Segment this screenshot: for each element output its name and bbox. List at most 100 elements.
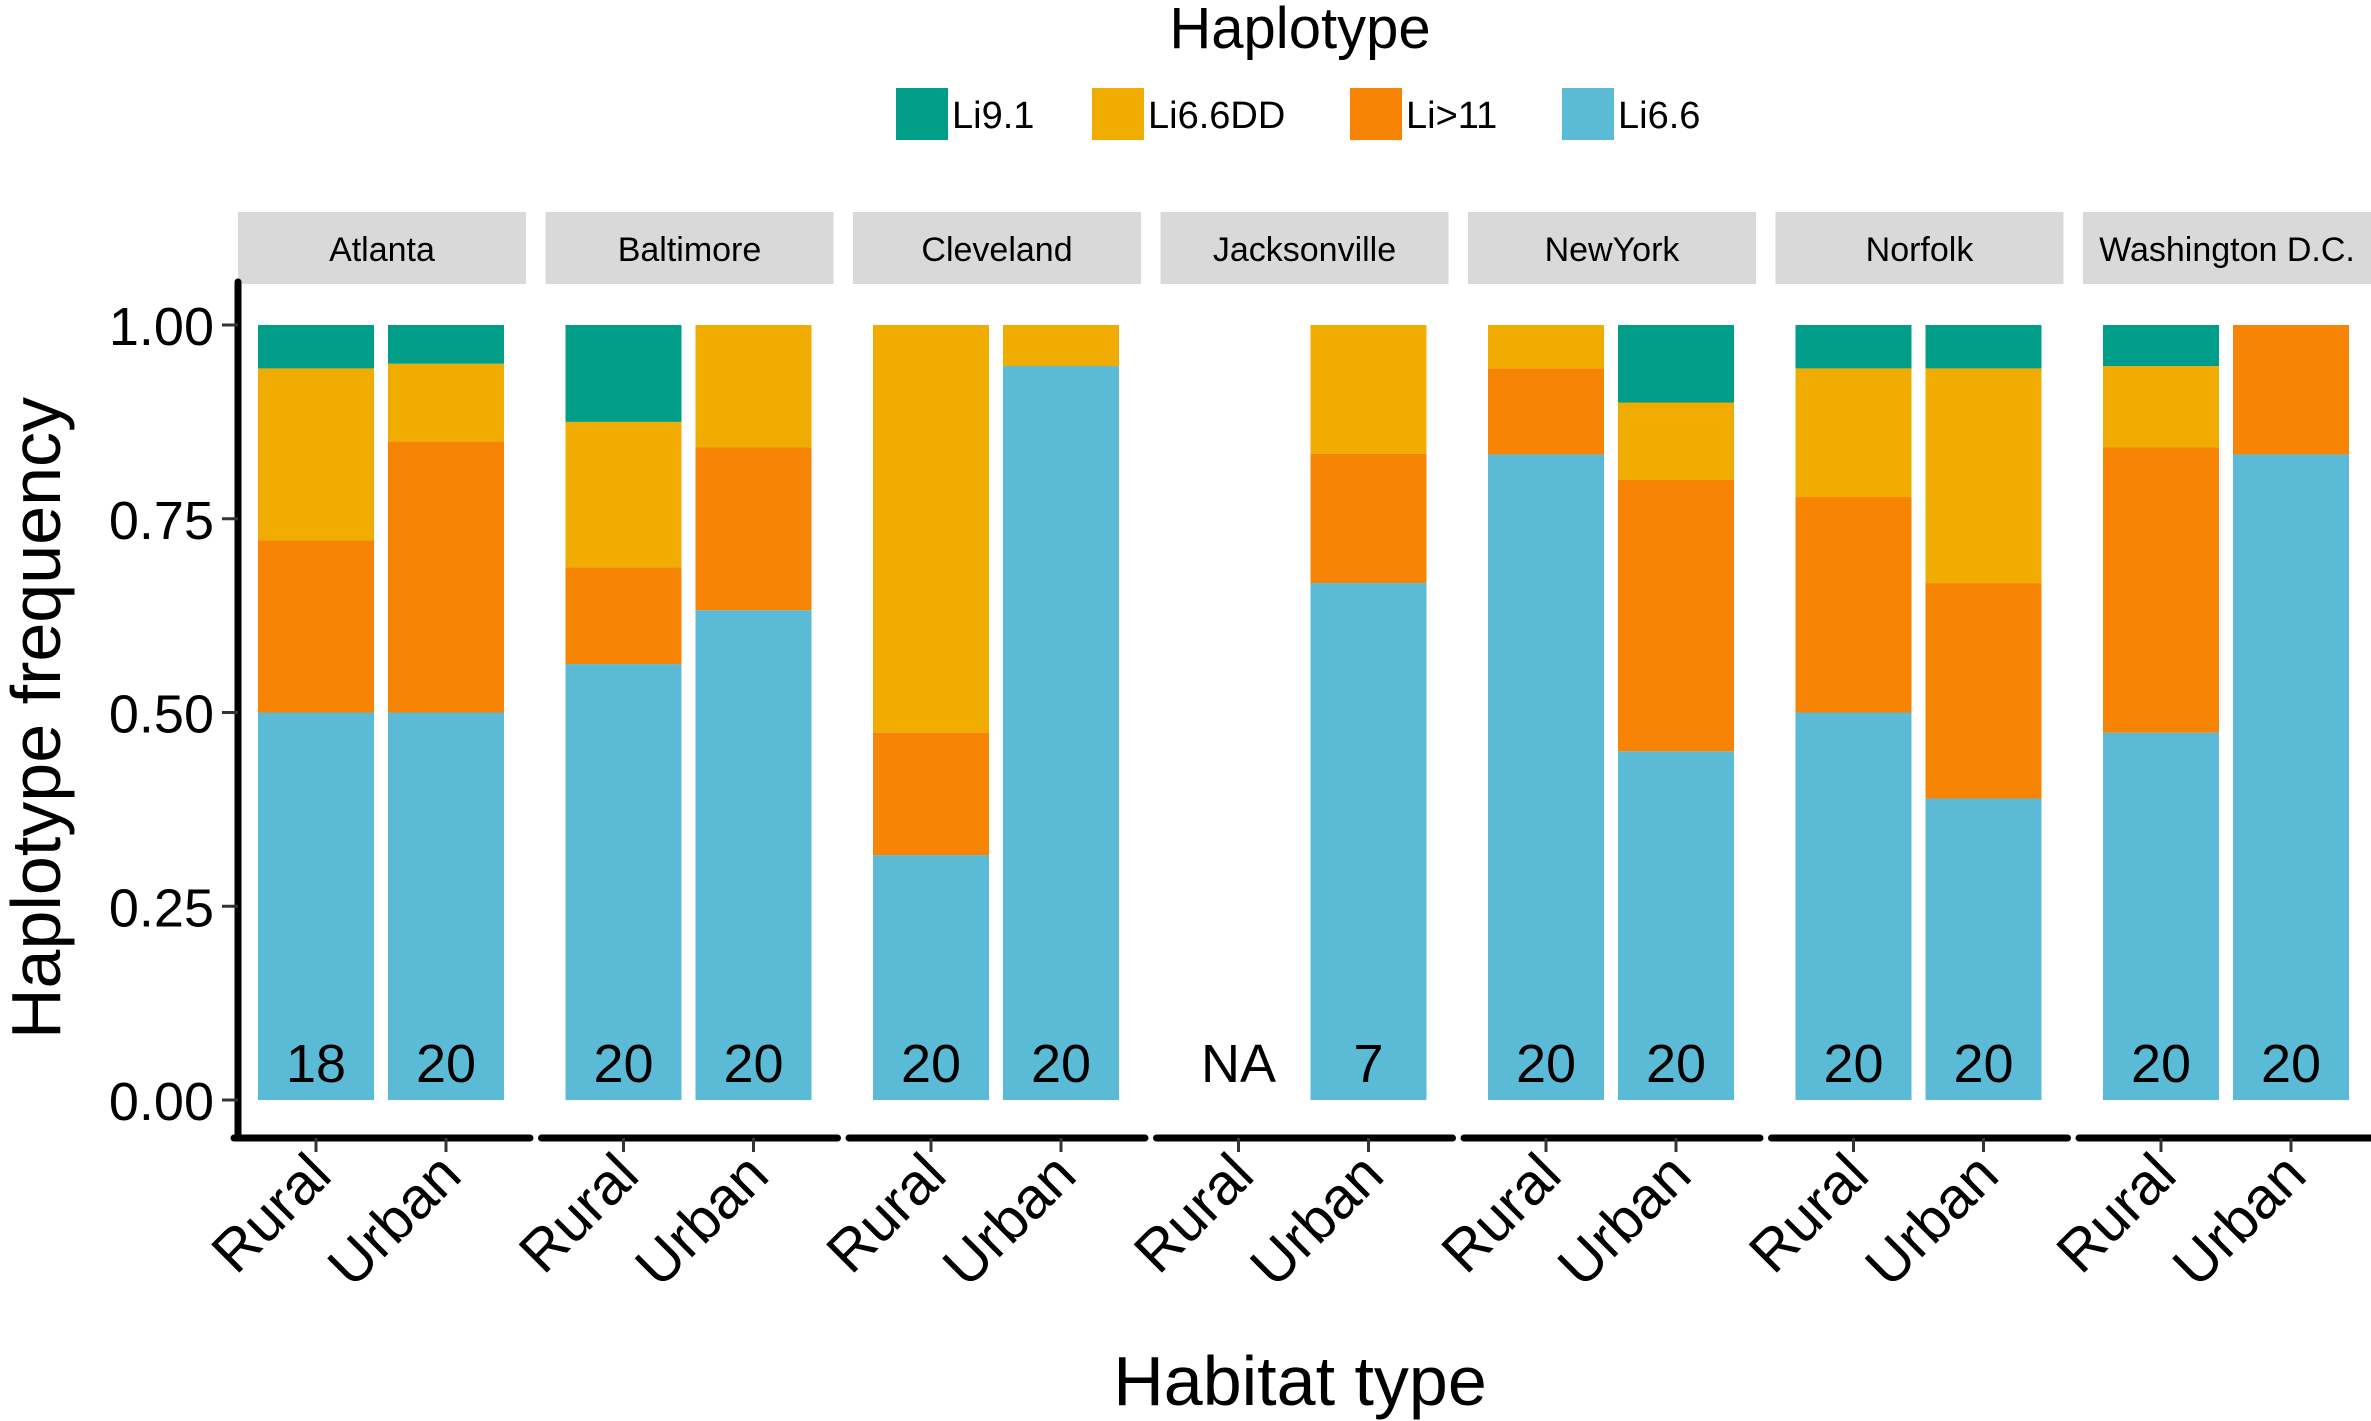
bar-segment-0-1-Li9.1 (388, 325, 504, 364)
legend-label-0: Li9.1 (952, 95, 1034, 137)
n-label-4-0: 20 (1516, 1034, 1576, 1094)
bar-segment-0-1-Li>11 (388, 441, 504, 713)
bar-segment-5-0-Li6.6 (1795, 712, 1912, 1100)
facet-strip-3 (1160, 212, 1449, 284)
y-tick-label-2: 0.50 (109, 685, 214, 745)
bar-segment-4-1-Li>11 (1618, 480, 1734, 752)
n-label-3-0: NA (1201, 1034, 1276, 1094)
bar-segment-5-0-Li>11 (1795, 497, 1912, 713)
x-axis-title: Habitat type (1113, 1342, 1487, 1420)
bar-segment-1-1-Li6.6 (695, 610, 812, 1100)
bar-segment-5-0-Li6.6DD (1795, 368, 1912, 498)
x-tick-label-5-1: Urban (1853, 1141, 2011, 1299)
bar-segment-4-0-Li>11 (1488, 368, 1604, 455)
x-tick-label-3-0: Rural (1122, 1141, 1266, 1285)
x-tick-label-2-1: Urban (931, 1141, 1089, 1299)
x-tick-label-0-1: Urban (316, 1141, 474, 1299)
x-tick-label-4-1: Urban (1546, 1141, 1704, 1299)
bar-segment-4-1-Li6.6 (1618, 751, 1734, 1100)
x-tick-label-4-0: Rural (1429, 1141, 1573, 1285)
facet-strips: Atlanta Baltimore Cleveland Jacksonville New… (238, 212, 2371, 284)
bar-segment-6-1-Li6.6 (2233, 454, 2349, 1100)
n-label-6-0: 20 (2131, 1034, 2191, 1094)
bar-segment-2-0-Li6.6 (873, 855, 989, 1100)
bar-segment-0-0-Li6.6DD (258, 368, 374, 541)
bar-segment-5-1-Li9.1 (1925, 325, 2042, 369)
n-label-2-1: 20 (1031, 1034, 1091, 1094)
sample-size-labels: 18 20 20 20 20 20 NA 7 20 20 20 20 20 20 (286, 1034, 2321, 1094)
facet-strip-0 (238, 212, 526, 284)
n-label-5-1: 20 (1953, 1034, 2013, 1094)
x-tick-label-1-0: Rural (507, 1141, 651, 1285)
y-axis-title: Haplotype frequency (0, 397, 75, 1039)
bar-segment-5-1-Li6.6 (1925, 798, 2042, 1100)
bar-segment-0-1-Li6.6DD (388, 363, 504, 442)
legend-label-2: Li>11 (1406, 95, 1497, 137)
bar-segment-6-0-Li6.6 (2103, 732, 2219, 1100)
n-label-0-1: 20 (416, 1034, 476, 1094)
legend-key-1 (1092, 88, 1144, 140)
x-tick-label-6-1: Urban (2161, 1141, 2319, 1299)
bar-segment-6-0-Li9.1 (2103, 325, 2219, 367)
x-tick-label-2-0: Rural (814, 1141, 958, 1285)
bar-segment-5-1-Li>11 (1925, 583, 2042, 799)
bar-segment-5-0-Li9.1 (1795, 325, 1912, 369)
bar-segment-3-1-Li6.6DD (1310, 325, 1427, 454)
facet-strip-1 (545, 212, 834, 284)
y-tick-label-3: 0.75 (109, 491, 214, 551)
bar-segment-1-0-Li6.6DD (565, 421, 682, 568)
n-label-2-0: 20 (901, 1034, 961, 1094)
bar-segment-2-0-Li>11 (873, 732, 989, 856)
n-label-6-1: 20 (2261, 1034, 2321, 1094)
bar-segment-0-0-Li>11 (258, 540, 374, 713)
facet-label-3: Jacksonville (1213, 231, 1396, 269)
facet-strip-5 (1775, 212, 2064, 284)
bar-segment-2-0-Li6.6DD (873, 325, 989, 733)
y-tick-label-4: 1.00 (109, 297, 214, 357)
y-tick-label-1: 0.25 (109, 878, 214, 938)
n-label-0-0: 18 (286, 1034, 346, 1094)
y-axis: 0.00 0.25 0.50 0.75 1.00 (109, 278, 242, 1142)
bar-segment-2-1-Li6.6 (1003, 366, 1119, 1100)
n-label-3-1: 7 (1353, 1034, 1383, 1094)
bar-segment-4-0-Li6.6DD (1488, 325, 1604, 369)
facet-label-4: NewYork (1545, 231, 1681, 269)
bar-segment-1-1-Li6.6DD (695, 325, 812, 448)
bar-segment-6-0-Li6.6DD (2103, 366, 2219, 448)
facet-strip-4 (1468, 212, 1756, 284)
n-label-1-1: 20 (723, 1034, 783, 1094)
facet-label-1: Baltimore (618, 231, 762, 269)
x-tick-label-5-0: Rural (1737, 1141, 1881, 1285)
n-label-5-0: 20 (1823, 1034, 1883, 1094)
n-label-4-1: 20 (1646, 1034, 1706, 1094)
bar-segment-3-1-Li>11 (1310, 453, 1427, 584)
bar-segment-3-1-Li6.6 (1310, 583, 1427, 1100)
legend-key-2 (1350, 88, 1402, 140)
legend-label-3: Li6.6 (1618, 95, 1700, 137)
bar-segment-1-0-Li9.1 (565, 325, 682, 422)
legend-key-0 (896, 88, 948, 140)
facet-strip-2 (853, 212, 1141, 284)
facet-label-2: Cleveland (921, 231, 1072, 269)
bar-segment-0-0-Li9.1 (258, 325, 374, 369)
bar-segment-6-0-Li>11 (2103, 447, 2219, 733)
bar-segment-4-1-Li9.1 (1618, 325, 1734, 403)
bar-segment-6-1-Li>11 (2233, 325, 2349, 455)
bar-segment-5-1-Li6.6DD (1925, 368, 2042, 584)
facet-label-0: Atlanta (329, 231, 435, 269)
facet-label-5: Norfolk (1866, 231, 1975, 269)
x-tick-label-3-1: Urban (1238, 1141, 1396, 1299)
bar-segment-1-1-Li>11 (695, 447, 812, 611)
legend-title: Haplotype (1169, 0, 1430, 61)
bar-segment-0-1-Li6.6 (388, 712, 504, 1100)
facet-label-6: Washington D.C. (2099, 231, 2355, 269)
legend-label-1: Li6.6DD (1148, 95, 1285, 137)
legend: Li9.1 Li6.6DD Li>11 Li6.6 (896, 88, 1700, 140)
bar-segment-2-1-Li6.6DD (1003, 325, 1119, 367)
n-label-1-0: 20 (593, 1034, 653, 1094)
x-tick-label-1-1: Urban (623, 1141, 781, 1299)
x-tick-label-6-0: Rural (2044, 1141, 2188, 1285)
bar-segment-4-0-Li6.6 (1488, 454, 1604, 1100)
y-tick-label-0: 0.00 (109, 1072, 214, 1132)
